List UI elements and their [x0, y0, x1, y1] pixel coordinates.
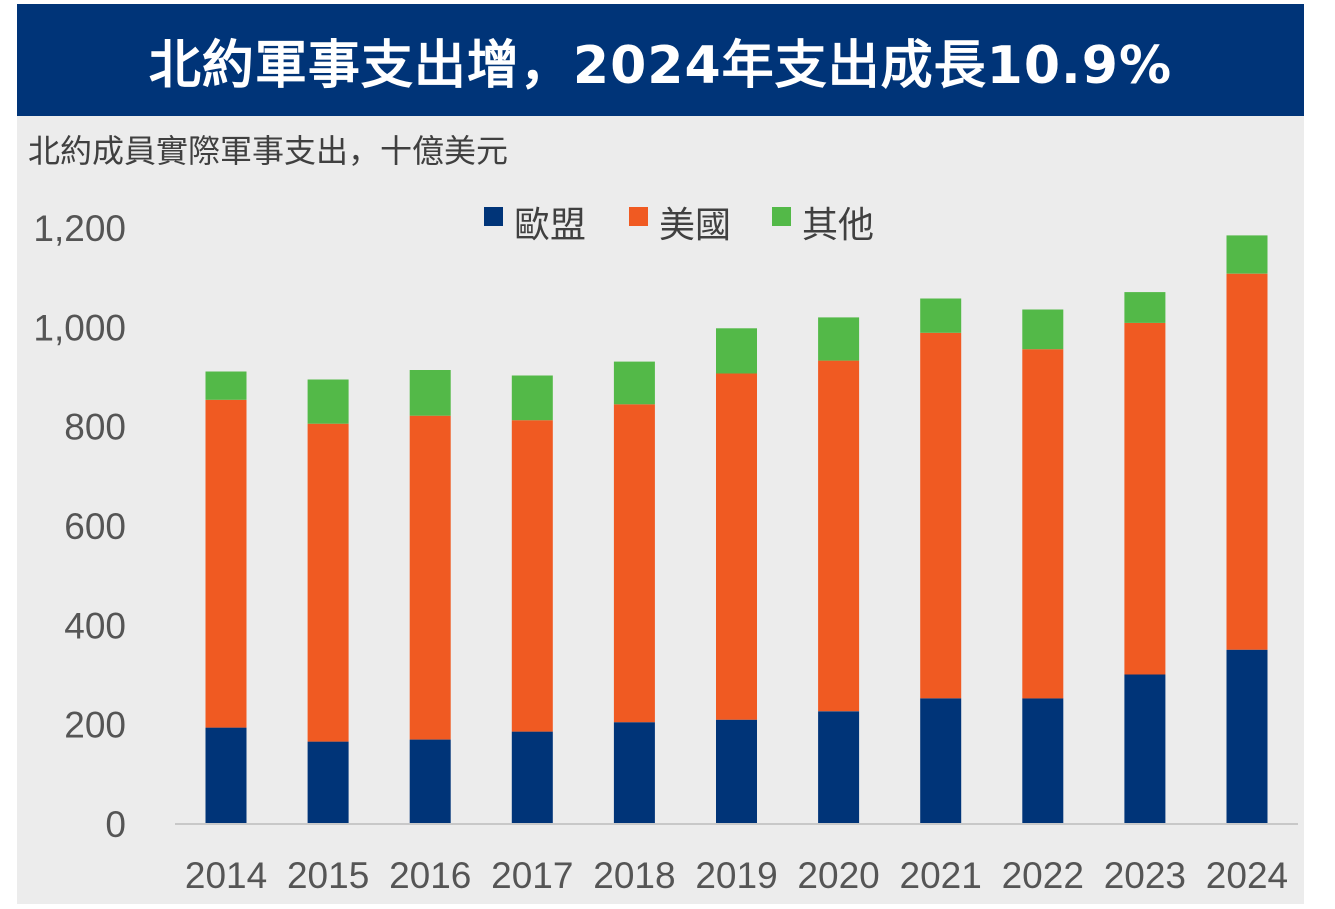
bar-stack-2020: [818, 317, 860, 824]
bar-segment-other-2014: [205, 371, 247, 400]
legend-swatch: [772, 207, 791, 226]
y-tick-label: 400: [64, 605, 126, 646]
bar-stack-2021: [920, 298, 962, 824]
x-tick-label: 2016: [389, 855, 471, 896]
bar-segment-eu-2024: [1226, 649, 1268, 824]
chart-title: 北約軍事支出增，2024年支出成長10.9%: [148, 35, 1173, 96]
bar-segment-us-2021: [920, 332, 962, 699]
bar-segment-other-2015: [307, 379, 349, 424]
bar-segment-us-2019: [716, 373, 757, 720]
y-tick-label: 1,000: [33, 307, 126, 348]
bars: [205, 235, 1268, 824]
x-tick-label: 2014: [185, 855, 267, 896]
bar-stack-2024: [1226, 235, 1268, 824]
bar-segment-other-2021: [920, 298, 962, 333]
bar-segment-us-2014: [205, 399, 247, 728]
bar-segment-other-2022: [1022, 309, 1064, 350]
bar-segment-eu-2018: [613, 722, 655, 824]
y-tick-label: 800: [64, 407, 126, 448]
bar-segment-us-2020: [818, 360, 860, 712]
legend-label: 歐盟: [514, 205, 586, 246]
bar-stack-2018: [613, 361, 655, 824]
bar-segment-eu-2019: [716, 719, 757, 824]
bar-segment-us-2015: [307, 423, 349, 742]
bar-segment-other-2016: [409, 370, 451, 416]
x-tick-label: 2018: [593, 855, 675, 896]
chart-subtitle: 北約成員實際軍事支出，十億美元: [28, 132, 509, 170]
bar-segment-other-2019: [716, 328, 757, 374]
bar-segment-other-2024: [1226, 235, 1268, 274]
bar-segment-us-2022: [1022, 349, 1064, 699]
bar-segment-eu-2023: [1124, 674, 1166, 824]
bar-segment-other-2017: [511, 375, 553, 421]
x-tick-label: 2015: [287, 855, 369, 896]
bar-stack-2014: [205, 371, 247, 824]
x-tick-label: 2023: [1104, 855, 1186, 896]
title-banner: 北約軍事支出增，2024年支出成長10.9%: [17, 4, 1304, 116]
bar-segment-eu-2021: [920, 698, 962, 824]
bar-stack-2016: [409, 370, 451, 824]
bar-segment-eu-2015: [307, 741, 349, 824]
bar-segment-eu-2022: [1022, 698, 1064, 824]
x-tick-label: 2017: [491, 855, 573, 896]
bar-segment-eu-2014: [205, 727, 247, 824]
x-tick-label: 2021: [900, 855, 982, 896]
bar-stack-2022: [1022, 309, 1064, 824]
legend: 歐盟 美國 其他: [484, 205, 874, 246]
bar-stack-2023: [1124, 292, 1166, 824]
bar-segment-eu-2020: [818, 711, 860, 824]
bar-segment-us-2017: [511, 420, 553, 732]
bar-segment-eu-2017: [511, 731, 553, 824]
legend-swatch: [629, 207, 648, 226]
bar-segment-eu-2016: [409, 739, 451, 824]
y-tick-label: 1,200: [33, 208, 126, 249]
legend-label: 其他: [802, 205, 874, 246]
y-tick-label: 0: [105, 804, 126, 845]
bar-stack-2019: [716, 328, 757, 824]
bar-stack-2017: [511, 375, 553, 824]
legend-item-us: 美國: [629, 205, 731, 246]
bar-segment-other-2023: [1124, 292, 1166, 323]
bar-segment-us-2023: [1124, 322, 1166, 675]
legend-swatch: [484, 207, 503, 226]
x-axis: 2014 2015 2016 2017 2018 2019 2020 2021 2022 2023…: [175, 823, 1298, 896]
y-tick-label: 600: [64, 506, 126, 547]
x-tick-label: 2019: [695, 855, 777, 896]
legend-item-other: 其他: [772, 205, 874, 246]
bar-stack-2015: [307, 379, 349, 824]
bar-segment-other-2018: [613, 361, 655, 405]
legend-label: 美國: [659, 205, 731, 246]
x-tick-label: 2020: [797, 855, 879, 896]
bar-segment-other-2020: [818, 317, 860, 361]
x-tick-label: 2024: [1206, 855, 1288, 896]
bar-segment-us-2024: [1226, 273, 1268, 650]
bar-segment-us-2016: [409, 415, 451, 740]
bar-segment-us-2018: [613, 404, 655, 723]
legend-item-eu: 歐盟: [484, 205, 586, 246]
y-tick-label: 200: [64, 705, 126, 746]
x-tick-label: 2022: [1002, 855, 1084, 896]
y-axis: 0 200 400 600 800 1,000 1,200: [33, 208, 126, 845]
